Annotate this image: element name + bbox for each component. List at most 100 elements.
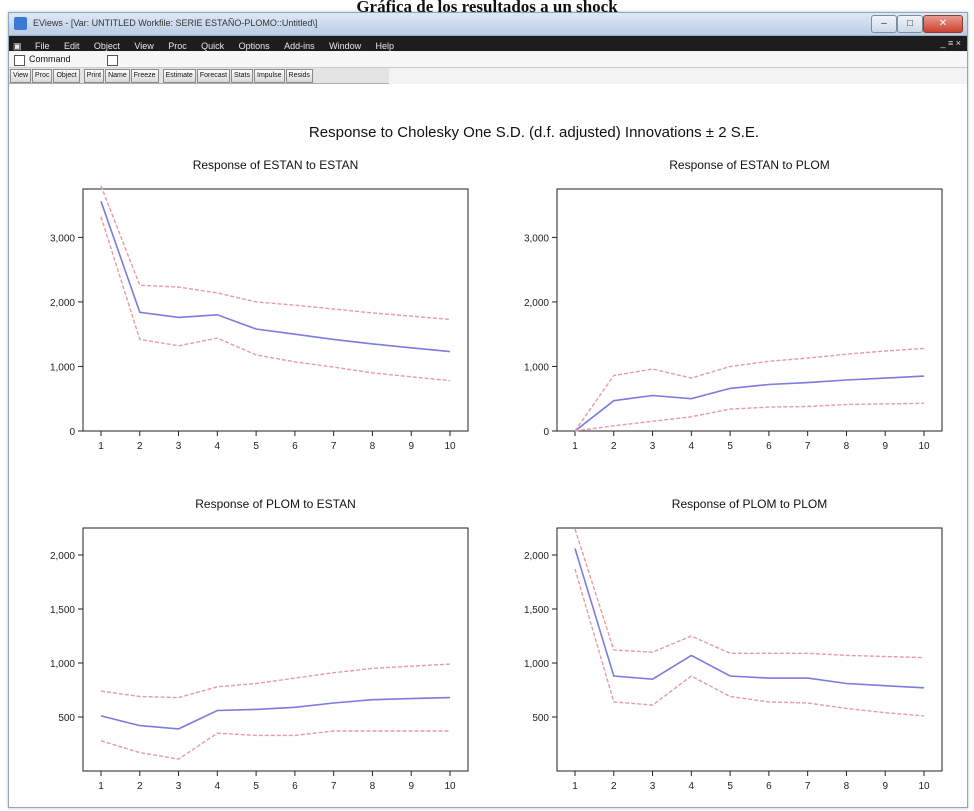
toolbar-proc-button[interactable]: Proc	[32, 69, 53, 83]
mdi-window-controls[interactable]: _ ≡ ×	[940, 38, 961, 48]
panel-title: Response of ESTAN to ESTAN	[193, 158, 359, 172]
response-line	[100, 201, 451, 353]
menu-bar: ▣ File Edit Object View Proc Quick Optio…	[9, 36, 967, 51]
y-tick-label: 2,000	[524, 551, 549, 562]
toolbar-object-button[interactable]: Object	[53, 69, 80, 83]
menu-view[interactable]: View	[134, 41, 154, 51]
y-tick-label: 1,500	[524, 605, 549, 616]
y-tick-label: 3,000	[50, 233, 75, 244]
y-tick-label: 0	[69, 427, 75, 438]
x-tick-label: 4	[689, 781, 695, 792]
menu-edit[interactable]: Edit	[63, 41, 80, 51]
y-tick-label: 1,000	[50, 362, 75, 373]
x-tick-label: 10	[918, 441, 930, 452]
plot-frame	[82, 188, 469, 432]
menu-file[interactable]: File	[34, 41, 50, 51]
x-tick-label: 6	[292, 781, 298, 792]
plot-frame	[556, 527, 943, 772]
x-tick-label: 7	[805, 781, 811, 792]
x-tick-label: 3	[650, 781, 656, 792]
x-tick-label: 5	[253, 781, 259, 792]
x-tick-label: 9	[408, 781, 414, 792]
document-caption: Gráfica de los resultados a un shock	[356, 0, 618, 14]
x-tick-label: 5	[727, 441, 733, 452]
toolbar-view-button[interactable]: View	[10, 69, 32, 83]
toolbar-forecast-button[interactable]: Forecast	[196, 69, 231, 83]
x-tick-label: 8	[844, 781, 850, 792]
y-tick-label: 0	[543, 427, 549, 438]
x-tick-label: 6	[292, 441, 298, 452]
x-tick-label: 3	[176, 781, 182, 792]
window-title: EViews - [Var: UNTITLED Workfile: SERIE …	[33, 18, 318, 28]
response-line	[574, 548, 925, 689]
toolbar-estimate-button[interactable]: Estimate	[162, 69, 196, 83]
x-tick-label: 9	[882, 441, 888, 452]
x-tick-label: 7	[331, 781, 337, 792]
menu-window[interactable]: Window	[329, 41, 362, 51]
close-button[interactable]: ✕	[923, 15, 963, 33]
confidence-band-upper	[574, 528, 925, 659]
minimize-button[interactable]: –	[871, 15, 897, 33]
toolbar-resids-button[interactable]: Resids	[285, 69, 313, 83]
x-tick-label: 4	[689, 441, 695, 452]
chart-panel-2: Response of ESTAN to PLOM 0 1,000 2,000 3,00…	[524, 158, 943, 452]
menu-quick[interactable]: Quick	[201, 41, 225, 51]
eviews-window: EViews - [Var: UNTITLED Workfile: SERIE …	[8, 12, 968, 808]
graph-area[interactable]: Response to Cholesky One S.D. (d.f. adju…	[9, 84, 967, 807]
menu-proc[interactable]: Proc	[168, 41, 187, 51]
toolbar-stats-button[interactable]: Stats	[231, 69, 253, 83]
toolbar-freeze-button[interactable]: Freeze	[130, 69, 159, 83]
menu-help[interactable]: Help	[375, 41, 395, 51]
x-tick-label: 10	[444, 441, 456, 452]
panel-title: Response of ESTAN to PLOM	[669, 158, 830, 172]
x-tick-label: 10	[444, 781, 456, 792]
title-bar[interactable]: EViews - [Var: UNTITLED Workfile: SERIE …	[9, 13, 967, 36]
x-tick-label: 4	[215, 781, 221, 792]
chart-panel-4: Response of PLOM to PLOM 500 1,000 1,500 2,0…	[524, 497, 943, 792]
x-tick-label: 8	[370, 441, 376, 452]
y-tick-label: 2,000	[50, 551, 75, 562]
eviews-app-icon	[14, 17, 27, 30]
command-label: Command	[29, 54, 71, 64]
panel-title: Response of PLOM to PLOM	[672, 497, 827, 511]
chart-panel-3: Response of PLOM to ESTAN 500 1,000 1,500 2,…	[50, 497, 469, 792]
x-tick-label: 3	[176, 441, 182, 452]
menu-options[interactable]: Options	[238, 41, 270, 51]
toolbar-name-button[interactable]: Name	[105, 69, 130, 83]
x-tick-label: 1	[572, 781, 578, 792]
x-tick-label: 6	[766, 441, 772, 452]
x-tick-label: 2	[611, 781, 617, 792]
menu-add-ins[interactable]: Add-ins	[284, 41, 315, 51]
x-tick-label: 7	[805, 441, 811, 452]
x-tick-label: 9	[408, 441, 414, 452]
toolbar-impulse-button[interactable]: Impulse	[254, 69, 285, 83]
confidence-band-lower	[574, 402, 925, 432]
chart-panel-1: Response of ESTAN to ESTAN 0 1,000 2,000 3,0…	[50, 158, 469, 452]
document-menu-icon[interactable]: ▣	[13, 41, 22, 51]
x-tick-label: 5	[727, 781, 733, 792]
confidence-band-upper	[574, 347, 925, 432]
y-tick-label: 500	[58, 713, 75, 724]
x-tick-label: 10	[918, 781, 930, 792]
y-tick-label: 500	[532, 713, 549, 724]
x-tick-label: 3	[650, 441, 656, 452]
confidence-band-lower	[100, 216, 451, 382]
x-tick-label: 1	[98, 441, 104, 452]
toolbar-print-button[interactable]: Print	[83, 69, 105, 83]
x-tick-label: 5	[253, 441, 259, 452]
x-tick-label: 9	[882, 781, 888, 792]
menu-object[interactable]: Object	[93, 41, 120, 51]
panel-title: Response of PLOM to ESTAN	[195, 497, 356, 511]
command-bar: Command	[9, 52, 967, 68]
response-line	[100, 696, 451, 730]
var-toolbar: View Proc Object Print Name Freeze Estimate For…	[9, 68, 389, 84]
capture-checkbox[interactable]	[107, 55, 118, 66]
y-tick-label: 3,000	[524, 233, 549, 244]
x-tick-label: 6	[766, 781, 772, 792]
maximize-button[interactable]: □	[897, 15, 923, 33]
command-checkbox[interactable]	[14, 55, 25, 66]
x-tick-label: 1	[98, 781, 104, 792]
confidence-band-lower	[574, 568, 925, 717]
confidence-band-lower	[100, 730, 450, 760]
